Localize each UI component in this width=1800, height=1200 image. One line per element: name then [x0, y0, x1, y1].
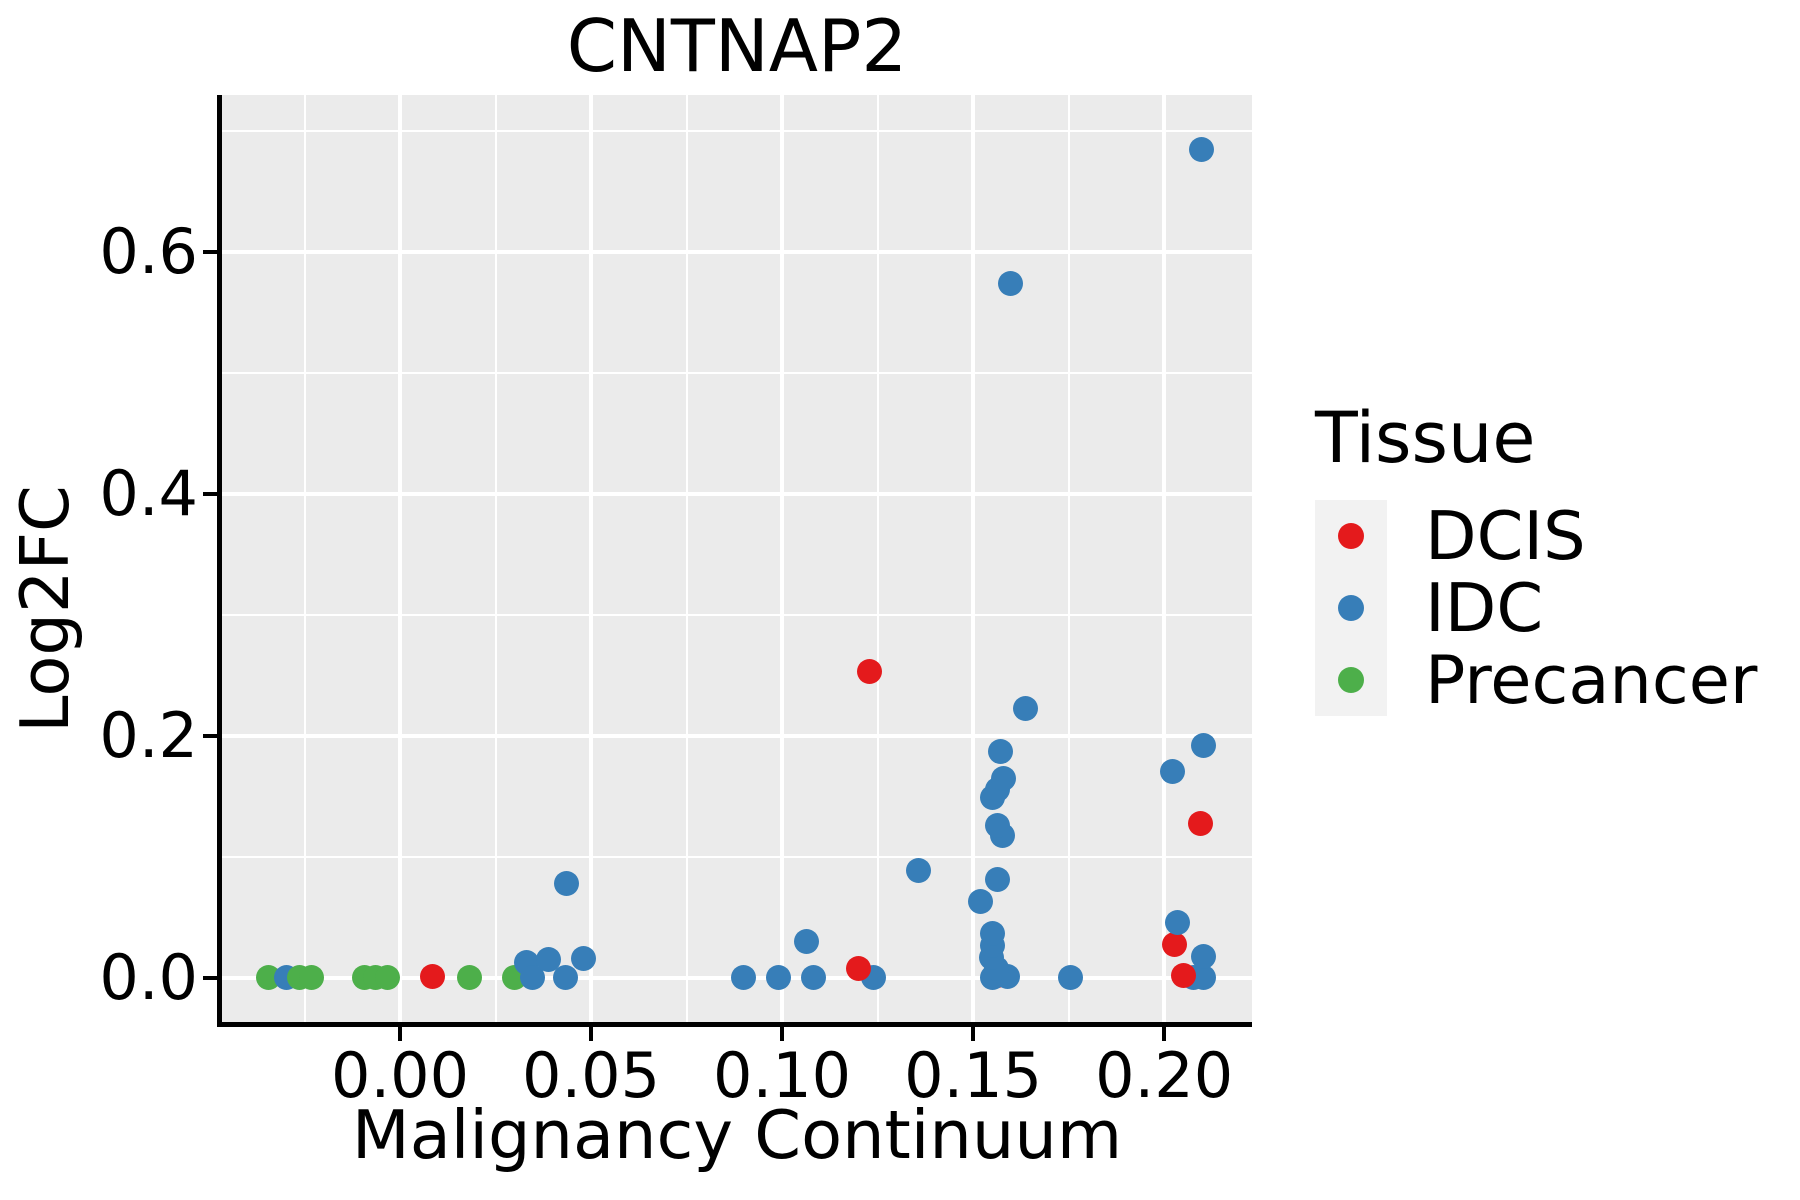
x-minor-gridline	[303, 95, 306, 1022]
legend-key-box	[1315, 644, 1387, 716]
data-point-dcis[interactable]	[1161, 931, 1187, 957]
data-point-dcis[interactable]	[419, 964, 445, 990]
y-minor-gridline	[222, 614, 1252, 616]
x-major-gridline	[589, 95, 594, 1022]
data-point-idc[interactable]	[985, 867, 1011, 893]
data-point-idc[interactable]	[800, 965, 826, 991]
y-tick-label: 0.2	[99, 698, 198, 772]
x-minor-gridline	[876, 95, 879, 1022]
data-point-precancer[interactable]	[456, 965, 482, 991]
x-major-gridline	[1162, 95, 1167, 1022]
x-tick-label: 0.10	[713, 1039, 852, 1112]
chart-title: CNTNAP2	[566, 4, 908, 88]
data-point-idc[interactable]	[1160, 758, 1186, 784]
legend-key-box	[1315, 500, 1387, 572]
x-minor-gridline	[685, 95, 688, 1022]
data-point-idc[interactable]	[1012, 695, 1038, 721]
x-tick	[1162, 1027, 1167, 1041]
y-tick	[203, 250, 217, 255]
x-major-gridline	[398, 95, 403, 1022]
y-tick	[203, 733, 217, 738]
data-point-idc[interactable]	[980, 920, 1006, 946]
legend-items: DCIS IDC Precancer	[1315, 500, 1757, 716]
legend-item-label: DCIS	[1425, 497, 1586, 575]
data-point-idc[interactable]	[1190, 733, 1216, 759]
data-point-idc[interactable]	[985, 813, 1011, 839]
y-minor-gridline	[222, 855, 1252, 858]
data-point-precancer[interactable]	[298, 965, 324, 991]
y-major-gridline	[222, 733, 1252, 738]
y-tick	[203, 492, 217, 496]
x-tick	[398, 1027, 403, 1041]
data-point-idc[interactable]	[968, 889, 994, 915]
x-major-gridline	[780, 95, 785, 1022]
data-point-idc[interactable]	[1189, 136, 1215, 162]
data-point-idc[interactable]	[1190, 943, 1216, 969]
y-tick	[203, 975, 217, 980]
idc-dot-icon	[1338, 595, 1364, 621]
legend-key-box	[1315, 572, 1387, 644]
x-tick-label: 0.00	[331, 1039, 470, 1112]
data-point-idc[interactable]	[765, 965, 791, 991]
x-tick	[589, 1027, 594, 1041]
legend-item-idc[interactable]: IDC	[1315, 572, 1757, 644]
x-axis-title: Malignancy Continuum	[351, 1096, 1123, 1174]
data-point-idc[interactable]	[554, 871, 580, 897]
legend: Tissue DCIS IDC Precancer	[1315, 398, 1757, 716]
x-tick-label: 0.05	[522, 1039, 661, 1112]
data-point-idc[interactable]	[1164, 909, 1190, 935]
data-point-idc[interactable]	[793, 929, 819, 955]
y-minor-gridline	[222, 130, 1252, 133]
data-point-idc[interactable]	[570, 946, 596, 972]
data-point-dcis[interactable]	[1170, 963, 1196, 989]
dcis-dot-icon	[1338, 523, 1364, 549]
x-tick	[971, 1027, 976, 1041]
data-point-dcis[interactable]	[845, 955, 871, 981]
x-axis-line	[217, 1022, 1252, 1027]
data-point-idc[interactable]	[988, 739, 1014, 765]
y-tick-label: 0.4	[99, 457, 198, 530]
x-tick-label: 0.15	[904, 1039, 1043, 1112]
legend-title: Tissue	[1315, 397, 1536, 479]
y-axis-line	[217, 95, 222, 1027]
plot-panel	[222, 95, 1252, 1022]
y-major-gridline	[222, 250, 1252, 255]
y-tick-label: 0.6	[99, 215, 198, 289]
data-point-idc[interactable]	[905, 857, 931, 883]
x-tick	[780, 1027, 785, 1041]
data-point-idc[interactable]	[998, 270, 1024, 296]
x-minor-gridline	[494, 95, 497, 1022]
legend-item-label: IDC	[1425, 569, 1544, 647]
legend-item-precancer[interactable]: Precancer	[1315, 644, 1757, 716]
data-point-idc[interactable]	[552, 965, 578, 991]
legend-item-label: Precancer	[1425, 641, 1758, 719]
data-point-idc[interactable]	[990, 765, 1016, 791]
y-tick-label: 0.0	[99, 940, 198, 1014]
x-major-gridline	[971, 95, 976, 1022]
x-minor-gridline	[1067, 95, 1070, 1022]
data-point-dcis[interactable]	[1187, 810, 1213, 836]
y-major-gridline	[222, 492, 1252, 496]
x-tick-label: 0.20	[1095, 1039, 1234, 1112]
data-point-dcis[interactable]	[857, 659, 883, 685]
legend-item-dcis[interactable]: DCIS	[1315, 500, 1757, 572]
precancer-dot-icon	[1338, 667, 1364, 693]
data-point-precancer[interactable]	[374, 965, 400, 991]
data-point-idc[interactable]	[730, 965, 756, 991]
data-point-idc[interactable]	[1057, 965, 1083, 991]
y-minor-gridline	[222, 372, 1252, 375]
